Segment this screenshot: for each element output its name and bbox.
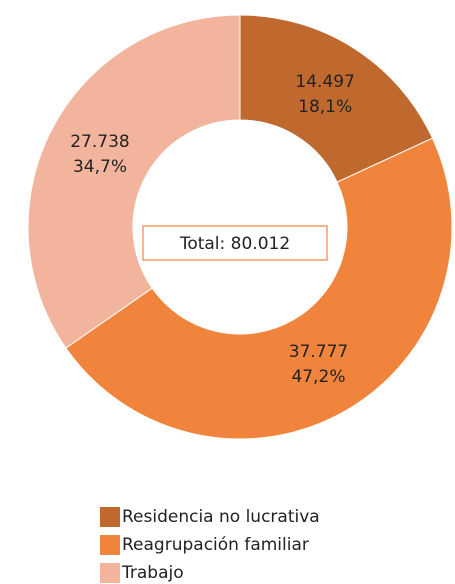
legend-label: Trabajo	[121, 563, 184, 583]
donut-slice	[239, 14, 434, 183]
donut-slice	[65, 137, 453, 440]
value-label: 37.777	[289, 342, 348, 362]
legend-swatch	[100, 507, 120, 527]
value-label: 14.497	[295, 72, 354, 92]
total-label: Total: 80.012	[179, 234, 290, 254]
percentage-label: 47,2%	[291, 367, 345, 387]
value-label: 27.738	[70, 132, 129, 152]
legend-label: Reagrupación familiar	[122, 535, 309, 555]
percentage-label: 18,1%	[298, 97, 352, 117]
total-box	[142, 225, 328, 261]
legend-label: Residencia no lucrativa	[122, 507, 320, 527]
percentage-label: 34,7%	[73, 157, 127, 177]
legend-swatch	[100, 535, 120, 555]
donut-slice	[27, 14, 241, 349]
legend-swatch	[100, 563, 120, 583]
